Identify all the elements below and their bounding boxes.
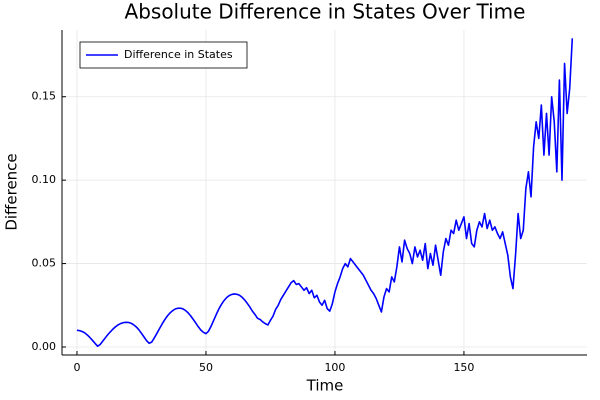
y-tick-label: 0.10 [32, 173, 57, 186]
data-line [76, 38, 574, 347]
y-tick-label: 0.05 [32, 257, 57, 270]
x-axis-label: Time [306, 377, 344, 395]
x-tick-label: 0 [73, 361, 80, 374]
x-tick-label: 50 [199, 361, 213, 374]
x-tick-label: 150 [453, 361, 474, 374]
y-tick-label: 0.00 [32, 340, 57, 353]
chart-title: Absolute Difference in States Over Time [125, 0, 526, 24]
legend-label: Difference in States [124, 48, 233, 61]
x-tick-label: 100 [324, 361, 345, 374]
y-tick-label: 0.15 [32, 90, 57, 103]
y-axis-label: Difference [3, 153, 21, 230]
legend-box [79, 41, 248, 69]
